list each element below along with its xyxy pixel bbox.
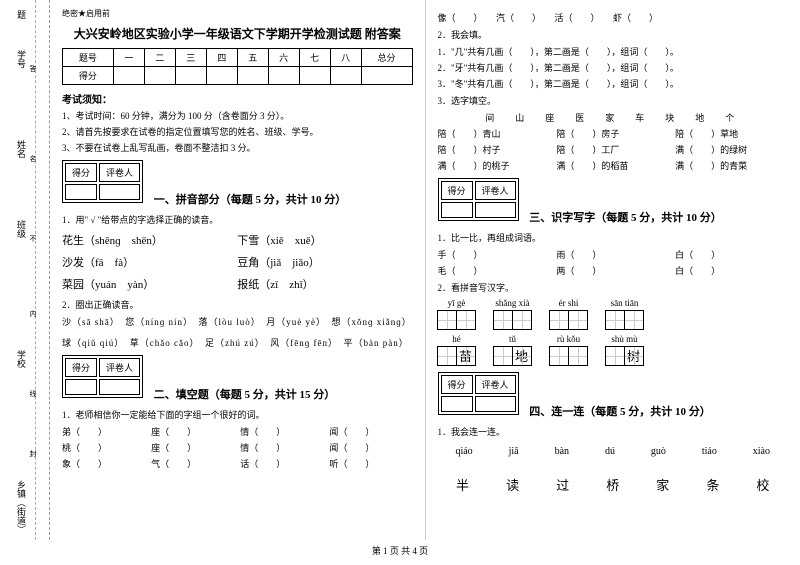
- q3-r2: 满（ ）的桃子 满（ ）的稻苗 满（ ）的青菜: [438, 159, 789, 172]
- sec2-title: 二、填空题（每题 5 分，共计 15 分）: [154, 386, 336, 402]
- connect-chars: 半 读 过 桥 家 条 校: [438, 475, 789, 494]
- sidebar-hint-2: 不: [28, 235, 38, 242]
- notice-3: 3、不要在试卷上乱写乱画，卷面不整洁扣 3 分。: [62, 141, 413, 154]
- sidebar-label-2: 班级: [15, 220, 28, 238]
- grid-3: ér shí: [550, 298, 588, 330]
- grid-4: sān tiān: [606, 298, 644, 330]
- sidebar-hint-0: 答: [28, 65, 38, 72]
- sec2-q2-row0: 像（ ） 汽（ ） 活（ ） 虾（ ）: [438, 11, 789, 24]
- q2-i1: 2．"牙"共有几画（ ），第二画是（ ），组词（ ）。: [438, 61, 789, 74]
- grid-7: rù kǒu: [550, 334, 588, 366]
- th-7: 七: [299, 49, 330, 67]
- sidebar-label-0: 学号: [15, 50, 28, 68]
- sidebar-label-1: 姓名: [15, 140, 28, 158]
- fill-1: 弟（ ） 座（ ） 情（ ） 闻（ ）: [62, 425, 413, 438]
- q3-r0: 陪（ ）青山 陪（ ）房子 陪（ ）草地: [438, 127, 789, 140]
- sec2-q2: 2．我会填。: [438, 28, 789, 41]
- sec1-q2: 2．圈出正确读音。: [62, 298, 413, 311]
- sec2-q1: 1．老师相信你一定能给下面的字组一个很好的词。: [62, 408, 413, 421]
- score-table: 题号 一 二 三 四 五 六 七 八 总分 得分: [62, 48, 413, 85]
- binding-sidebar: 题 学号 答 姓名 名 班级 不 内 学校 线 封 乡镇（街道）: [0, 0, 50, 540]
- py-row-2: 沙发（fā fà） 豆角（jiǎ jiǎo）: [62, 254, 413, 270]
- q3-r1: 陪（ ）村子 陪（ ）工厂 满（ ）的绿树: [438, 143, 789, 156]
- grid-8: shù mù 树: [606, 334, 644, 366]
- grid-row-2: hé 苗 tǔ 地 rù kǒu shù mù 树: [438, 334, 789, 366]
- grid-5: hé 苗: [438, 334, 476, 366]
- page-footer: 第 1 页 共 4 页: [0, 540, 800, 561]
- left-column: 绝密★启用前 大兴安岭地区实验小学一年级语文下学期开学检测试题 附答案 题号 一…: [50, 0, 426, 540]
- notice-2: 2、请首先按要求在试卷的指定位置填写您的姓名、班级、学号。: [62, 125, 413, 138]
- section-3-header: 得分 评卷人 三、识字写字（每题 5 分，共计 10 分）: [438, 178, 789, 225]
- content-area: 绝密★启用前 大兴安岭地区实验小学一年级语文下学期开学检测试题 附答案 题号 一…: [50, 0, 800, 540]
- notice-1: 1、考试时间：60 分钟，满分为 100 分（含卷面分 3 分）。: [62, 109, 413, 122]
- connect-pinyin: qiáo jiā bàn dú guò tiáo xiào: [438, 446, 789, 457]
- secret-label: 绝密★启用前: [62, 8, 413, 19]
- right-column: 像（ ） 汽（ ） 活（ ） 虾（ ） 2．我会填。 1．"几"共有几画（ ），…: [426, 0, 800, 540]
- sec4-title: 四、连一连（每题 5 分，共计 10 分）: [529, 403, 711, 419]
- q2-i0: 1．"几"共有几画（ ），第二画是（ ），组词（ ）。: [438, 45, 789, 58]
- sidebar-hint-4: 线: [28, 390, 38, 397]
- score-mini-3: 得分 评卷人: [438, 178, 519, 221]
- sec2-q3: 3．选字填空。: [438, 94, 789, 107]
- fill-2: 桃（ ） 座（ ） 情（ ） 闻（ ）: [62, 441, 413, 454]
- py-row-1: 花生（shēnɡ shēn） 下雪（xiě xuě）: [62, 232, 413, 248]
- sec3-title: 三、识字写字（每题 5 分，共计 10 分）: [529, 209, 722, 225]
- score-mini-2: 得分 评卷人: [62, 355, 143, 398]
- grid-row-1: yī gè shǎng xià ér shí sān tiān: [438, 298, 789, 330]
- score-header-row: 题号 一 二 三 四 五 六 七 八 总分: [63, 49, 413, 67]
- sec3-r1: 毛（ ） 两（ ） 白（ ）: [438, 264, 789, 277]
- th-6: 六: [268, 49, 299, 67]
- py-row-3: 菜园（yuán yàn） 报纸（zǐ zhǐ）: [62, 276, 413, 292]
- exam-title: 大兴安岭地区实验小学一年级语文下学期开学检测试题 附答案: [62, 25, 413, 42]
- sidebar-label-4: 乡镇（街道）: [15, 480, 28, 534]
- th-8: 八: [330, 49, 361, 67]
- th-0: 题号: [63, 49, 114, 67]
- score-mini-4: 得分 评卷人: [438, 372, 519, 415]
- page-container: 题 学号 答 姓名 名 班级 不 内 学校 线 封 乡镇（街道） 绝密★启用前 …: [0, 0, 800, 540]
- sec3-r0: 手（ ） 雨（ ） 白（ ）: [438, 248, 789, 261]
- sidebar-hint-1: 名: [28, 155, 38, 162]
- th-4: 四: [206, 49, 237, 67]
- section-2-header: 得分 评卷人 二、填空题（每题 5 分，共计 15 分）: [62, 355, 413, 402]
- score-value-row: 得分: [63, 67, 413, 85]
- row-label: 得分: [63, 67, 114, 85]
- q2-i2: 3．"冬"共有几画（ ），第二画是（ ），组词（ ）。: [438, 77, 789, 90]
- sec3-q1: 1．比一比，再组成词语。: [438, 231, 789, 244]
- sidebar-label-3: 学校: [15, 350, 28, 368]
- notice-title: 考试须知：: [62, 91, 413, 106]
- th-2: 二: [144, 49, 175, 67]
- th-3: 三: [175, 49, 206, 67]
- sec1-line1: 沙（sā shā） 您（nínɡ nín） 落（lòu luò） 月（yuè y…: [62, 315, 413, 328]
- grid-6: tǔ 地: [494, 334, 532, 366]
- th-5: 五: [237, 49, 268, 67]
- fill-3: 象（ ） 气（ ） 话（ ） 听（ ）: [62, 457, 413, 470]
- grid-1: yī gè: [438, 298, 476, 330]
- sidebar-hint-5: 封: [28, 450, 38, 457]
- sidebar-hint-3: 内: [28, 310, 38, 317]
- sec3-q2: 2．看拼音写汉字。: [438, 281, 789, 294]
- score-mini-1: 得分 评卷人: [62, 160, 143, 203]
- q3-chars: 间 山 座 医 家 车 块 地 个: [438, 111, 789, 124]
- sec1-title: 一、拼音部分（每题 5 分，共计 10 分）: [154, 191, 347, 207]
- th-9: 总分: [361, 49, 412, 67]
- sec1-q1: 1．用" √ "给带点的字选择正确的读音。: [62, 213, 413, 226]
- th-1: 一: [113, 49, 144, 67]
- section-4-header: 得分 评卷人 四、连一连（每题 5 分，共计 10 分）: [438, 372, 789, 419]
- sidebar-dash: 题: [15, 10, 28, 19]
- grid-2: shǎng xià: [494, 298, 532, 330]
- sec4-q1: 1．我会连一连。: [438, 425, 789, 438]
- section-1-header: 得分 评卷人 一、拼音部分（每题 5 分，共计 10 分）: [62, 160, 413, 207]
- fold-line: [35, 0, 36, 540]
- sec1-line2: 球（qiǔ qiú） 草（chǎo cǎo） 足（zhú zú） 风（fēnɡ …: [62, 336, 413, 349]
